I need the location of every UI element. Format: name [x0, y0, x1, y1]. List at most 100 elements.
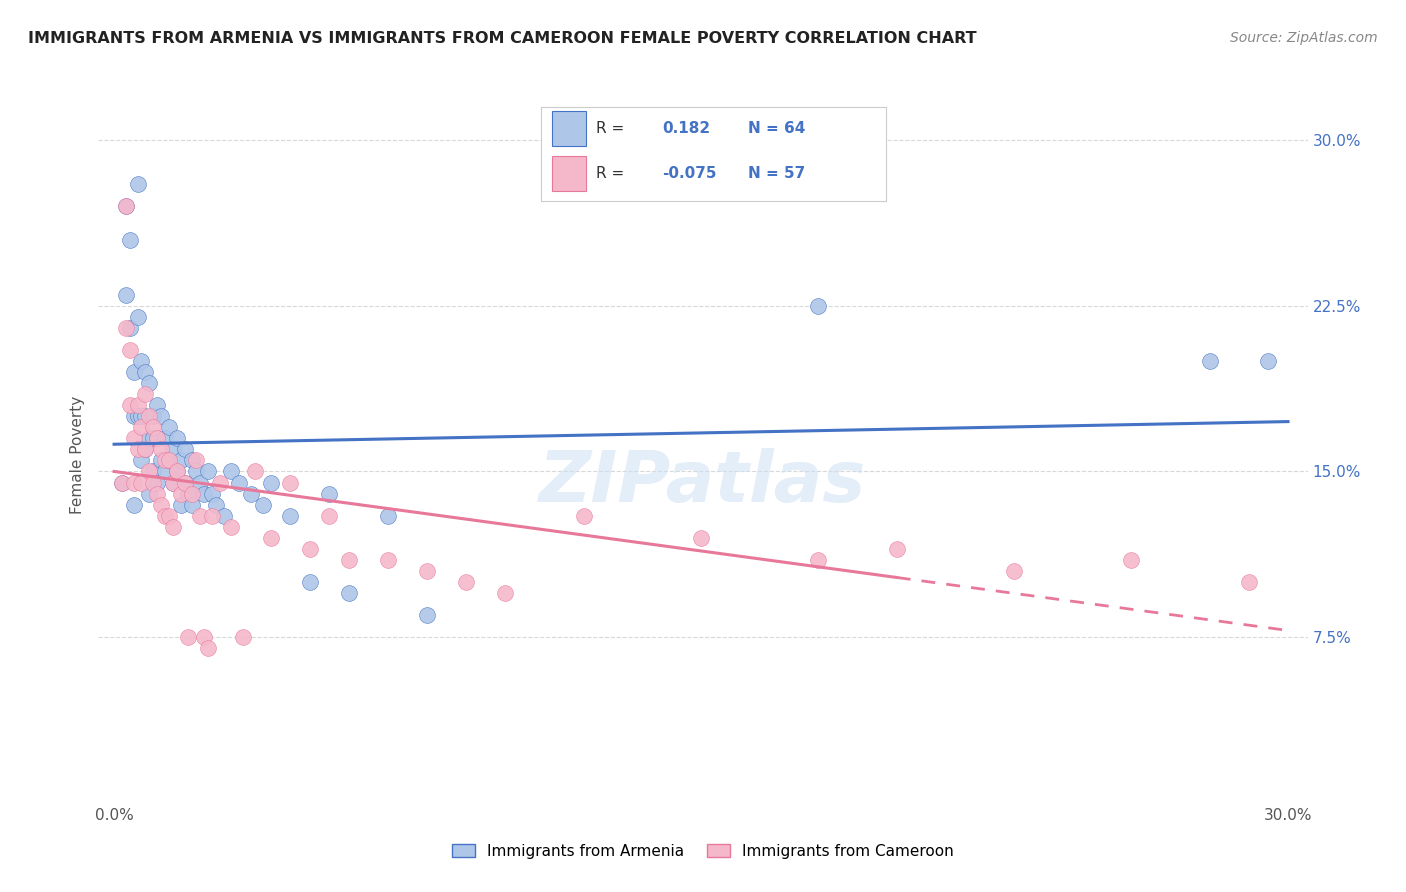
Point	[153, 431, 176, 445]
Point	[337, 553, 360, 567]
Point	[337, 586, 360, 600]
Point	[162, 475, 184, 490]
Point	[127, 398, 149, 412]
Text: R =: R =	[596, 166, 624, 181]
Point	[572, 508, 595, 523]
Point	[150, 442, 173, 457]
Point	[169, 453, 191, 467]
Point	[146, 398, 169, 412]
Point	[807, 299, 830, 313]
Point	[181, 486, 204, 500]
Point	[173, 475, 195, 490]
Point	[153, 453, 176, 467]
Point	[162, 442, 184, 457]
Point	[111, 475, 134, 490]
Point	[162, 475, 184, 490]
Text: Source: ZipAtlas.com: Source: ZipAtlas.com	[1230, 31, 1378, 45]
Point	[456, 574, 478, 589]
Point	[150, 498, 173, 512]
Point	[131, 354, 153, 368]
Text: -0.075: -0.075	[662, 166, 717, 181]
Point	[131, 475, 153, 490]
Point	[142, 420, 165, 434]
Point	[1257, 354, 1279, 368]
Point	[690, 531, 713, 545]
Point	[169, 498, 191, 512]
Point	[114, 199, 136, 213]
Point	[131, 409, 153, 424]
Point	[181, 453, 204, 467]
Point	[118, 321, 141, 335]
Point	[169, 486, 191, 500]
Point	[134, 442, 156, 457]
Point	[318, 486, 340, 500]
Point	[134, 365, 156, 379]
Point	[157, 508, 180, 523]
Text: IMMIGRANTS FROM ARMENIA VS IMMIGRANTS FROM CAMEROON FEMALE POVERTY CORRELATION C: IMMIGRANTS FROM ARMENIA VS IMMIGRANTS FR…	[28, 31, 977, 46]
Point	[221, 519, 243, 533]
Text: ZIPatlas: ZIPatlas	[540, 449, 866, 517]
Y-axis label: Female Poverty: Female Poverty	[70, 396, 86, 514]
Point	[193, 630, 215, 644]
Point	[142, 475, 165, 490]
Point	[150, 453, 173, 467]
Point	[127, 409, 149, 424]
Text: N = 57: N = 57	[748, 166, 806, 181]
Point	[186, 453, 208, 467]
Point	[122, 431, 145, 445]
Point	[162, 519, 184, 533]
Point	[278, 508, 301, 523]
Point	[114, 287, 136, 301]
Point	[127, 178, 149, 192]
Point	[134, 409, 156, 424]
Point	[122, 498, 145, 512]
Point	[122, 475, 145, 490]
Point	[177, 630, 200, 644]
Point	[1198, 354, 1220, 368]
Point	[186, 465, 208, 479]
Point	[197, 465, 219, 479]
Point	[212, 508, 235, 523]
Point	[181, 498, 204, 512]
Point	[416, 608, 439, 623]
Point	[240, 486, 263, 500]
Point	[157, 453, 180, 467]
Point	[122, 409, 145, 424]
Point	[377, 553, 399, 567]
Legend: Immigrants from Armenia, Immigrants from Cameroon: Immigrants from Armenia, Immigrants from…	[446, 838, 960, 864]
Point	[157, 453, 180, 467]
Point	[166, 465, 188, 479]
Point	[142, 409, 165, 424]
Point	[259, 531, 281, 545]
Point	[252, 498, 274, 512]
Point	[153, 508, 176, 523]
Point	[416, 564, 439, 578]
Point	[142, 431, 165, 445]
Point	[138, 409, 160, 424]
Point	[114, 199, 136, 213]
Point	[173, 442, 195, 457]
Point	[188, 475, 211, 490]
Text: R =: R =	[596, 121, 624, 136]
Point	[188, 508, 211, 523]
Bar	[551, 111, 586, 146]
Text: 0.182: 0.182	[662, 121, 710, 136]
Point	[122, 365, 145, 379]
Point	[377, 508, 399, 523]
Point	[138, 486, 160, 500]
Point	[111, 475, 134, 490]
Point	[118, 398, 141, 412]
Point	[232, 630, 254, 644]
Point	[131, 420, 153, 434]
Point	[127, 442, 149, 457]
Point	[138, 465, 160, 479]
Point	[131, 453, 153, 467]
Point	[127, 310, 149, 324]
Point	[146, 431, 169, 445]
Point	[1237, 574, 1260, 589]
Point	[208, 475, 231, 490]
Point	[166, 431, 188, 445]
Point	[201, 486, 224, 500]
Point	[204, 498, 226, 512]
Point	[114, 321, 136, 335]
